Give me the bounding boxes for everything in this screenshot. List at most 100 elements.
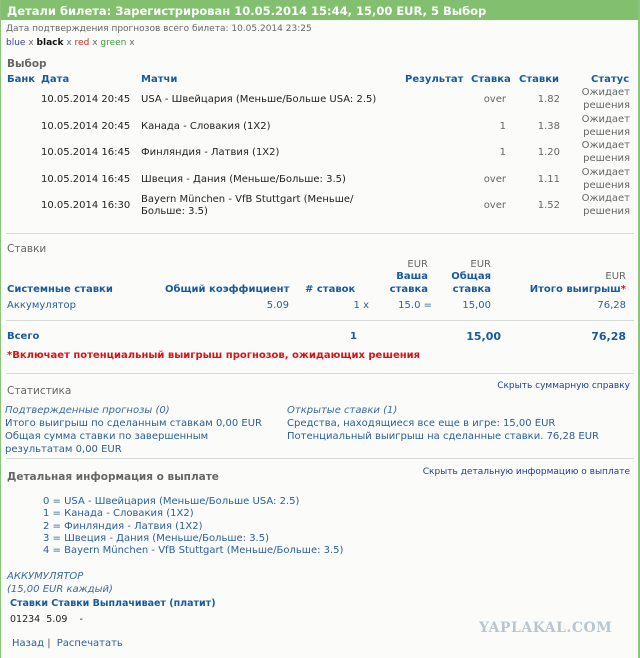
selection-status-cont: решения [583, 153, 630, 164]
accum-stake: 15.0 = [398, 300, 432, 311]
total-win-stat: Итого выигрыш по сделанным ставкам 0,00 … [5, 418, 262, 429]
divider [6, 458, 634, 459]
sum-count: 1 [350, 331, 357, 342]
selection-status: Ожидает [581, 87, 630, 98]
col-total-win-label: Итого выигрыш [529, 284, 621, 295]
accum-total: 15,00 [462, 300, 491, 311]
selection-odds: 1.20 [537, 147, 560, 158]
selection-status: Ожидает [581, 114, 630, 125]
selection-date: 10.05.2014 16:45 [41, 147, 131, 158]
selection-match: USA - Швейцария (Меньше/Больше USA: 2.5) [141, 94, 377, 105]
selection-status-cont: решения [583, 180, 630, 191]
sum-total: 15,00 [466, 330, 501, 343]
accum-count: 1 x [353, 300, 369, 311]
col-result: Результат [405, 74, 464, 85]
accum-odds: 5.09 [266, 300, 289, 311]
payout-item: 1 = Канада - Словакия (1X2) [43, 508, 194, 520]
legend-blue: blue [6, 38, 26, 48]
back-link[interactable]: Назад [12, 638, 45, 649]
payout-item: 4 = Bayern München - VfB Stuttgart (Мень… [43, 545, 344, 557]
selection-match: Швеция - Дания (Меньше/Больше: 3.5) [141, 174, 346, 185]
hide-payout-link[interactable]: Скрыть детальную информацию о выплате [422, 467, 630, 477]
payout-type: АККУМУЛЯТОР [7, 571, 84, 582]
divider [6, 320, 634, 321]
col-total-odds: Общий коэффициент [165, 284, 290, 295]
accum-name: Аккумулятор [7, 300, 76, 311]
selection-status-cont: решения [583, 100, 630, 111]
selection-bet: over [483, 174, 506, 185]
total-stake-stat-2: результатам 0,00 EUR [5, 444, 122, 455]
col-bank: Банк [7, 74, 36, 85]
payout-item: 0 = USA - Швейцария (Меньше/Больше USA: … [43, 496, 300, 507]
col-odds: Ставки [519, 74, 560, 85]
col-total-win: Итого выигрыш* [530, 284, 626, 296]
legend-sep: x [28, 38, 34, 48]
ticket-title: Детали билета: Зарегистрирован 10.05.201… [7, 4, 487, 18]
selection-odds: 1.38 [537, 121, 560, 132]
selection-odds: 1.82 [537, 94, 560, 105]
legend-sep: x [66, 38, 72, 48]
footer-separator: | [47, 638, 51, 649]
selection-match-cont: Больше: 3.5) [141, 206, 208, 217]
asterisk: * [620, 284, 626, 295]
selection-status: Ожидает [581, 140, 630, 151]
total-stake-stat-1: Общая сумма ставки по завершенным [5, 431, 209, 442]
selection-status: Ожидает [581, 167, 630, 178]
footer-links: Назад | Распечатать [12, 638, 123, 650]
win-currency: EUR [605, 271, 626, 282]
ticket-header: Детали билета: Зарегистрирован 10.05.201… [1, 0, 638, 20]
selection-status-cont: решения [583, 206, 630, 217]
confirm-date: Дата подтверждения прогнозов всего билет… [6, 24, 312, 34]
confirmed-predictions: Подтвержденные прогнозы (0) [5, 405, 170, 416]
open-bets: Открытые ставки (1) [287, 405, 398, 416]
watermark: YAPLAKAL.COM [479, 620, 613, 636]
selection-bet: over [483, 200, 506, 211]
accum-win: 76,28 [597, 300, 626, 311]
hide-summary-link[interactable]: Скрыть суммарную справку [497, 381, 630, 391]
col-your-stake-2: ставка [389, 284, 428, 295]
legend-black: black [36, 38, 64, 48]
payout-item: 3 = Швеция - Дания (Меньше/Больше: 3.5) [43, 532, 270, 544]
stakes-title: Ставки [7, 243, 47, 255]
payout-columns: Ставки Ставки Выплачивает (платит) [10, 598, 216, 609]
selection-date: 10.05.2014 20:45 [41, 94, 131, 105]
col-date: Дата [41, 74, 70, 85]
your-stake-currency: EUR [407, 259, 428, 270]
pending-note: *Включает потенциальный выигрыш прогнозо… [7, 350, 421, 361]
col-your-stake-1: Ваша [396, 271, 428, 282]
col-total-stake-1: Общая [451, 271, 491, 282]
print-link[interactable]: Распечатать [56, 638, 123, 649]
selection-odds: 1.52 [537, 200, 560, 211]
selection-match: Канада - Словакия (1X2) [141, 121, 271, 132]
stats-title: Статистика [7, 385, 72, 397]
selection-date: 10.05.2014 16:45 [41, 174, 131, 185]
payout-odds: 5.09 [46, 614, 68, 625]
selection-status-cont: решения [583, 127, 630, 138]
selection-bet: 1 [499, 147, 506, 158]
legend-sep: x [129, 38, 135, 48]
color-legend: blue x black x red x green x [6, 37, 135, 49]
col-system-bets: Системные ставки [7, 284, 113, 295]
divider [6, 373, 634, 374]
selection-status: Ожидает [581, 193, 630, 204]
selection-bet: 1 [499, 121, 506, 132]
selection-date: 10.05.2014 20:45 [41, 121, 131, 132]
payout-pays: - [79, 614, 83, 625]
sum-label: Всего [7, 331, 40, 342]
selection-bet: over [483, 94, 506, 105]
col-matches: Матчи [141, 74, 178, 85]
payout-item: 2 = Финляндия - Латвия (1X2) [43, 520, 203, 532]
selection-date: 10.05.2014 16:30 [41, 200, 131, 211]
payout-each: (15,00 EUR каждый) [7, 584, 113, 595]
potential-win-stat: Потенциальный выигрыш на сделанные ставк… [287, 431, 599, 442]
col-total-stake-2: ставка [452, 284, 491, 295]
col-status: Статус [591, 74, 630, 85]
col-bet-count: # ставок [305, 284, 356, 295]
payout-combo: 01234 [10, 614, 41, 625]
selection-odds: 1.11 [537, 174, 560, 185]
selection-match: Bayern München - VfB Stuttgart (Меньше/ [141, 194, 354, 205]
col-bet: Ставка [471, 74, 511, 85]
payout-title: Детальная информация о выплате [7, 471, 219, 483]
selection-match: Финляндия - Латвия (1X2) [141, 147, 280, 158]
